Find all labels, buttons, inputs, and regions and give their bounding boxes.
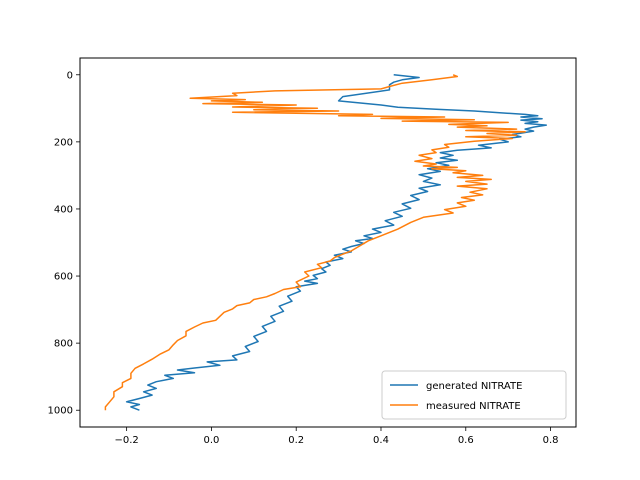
- legend-label: generated NITRATE: [426, 381, 522, 392]
- x-tick-label: 0.6: [458, 435, 474, 446]
- y-tick-label: 200: [54, 137, 73, 148]
- y-tick-label: 600: [54, 272, 73, 283]
- x-tick-label: −0.2: [114, 435, 138, 446]
- x-tick-label: 0.4: [373, 435, 389, 446]
- y-tick-label: 1000: [48, 406, 73, 417]
- legend: generated NITRATE measured NITRATE: [381, 370, 567, 420]
- y-tick-label: 800: [54, 339, 73, 350]
- y-tick-label: 400: [54, 204, 73, 215]
- legend-box: [381, 370, 567, 420]
- y-axis: 0 200 400 600 800 1000: [48, 70, 80, 417]
- plot-area: [80, 58, 576, 427]
- series-layer: [104, 74, 548, 411]
- x-tick-label: 0.0: [203, 435, 219, 446]
- x-tick-label: 0.8: [543, 435, 559, 446]
- legend-label: measured NITRATE: [426, 401, 521, 412]
- series-line-measured: [104, 74, 526, 411]
- plot-frame: [79, 57, 577, 428]
- series-line-generated: [125, 74, 548, 411]
- x-tick-label: 0.2: [288, 435, 304, 446]
- y-tick-label: 0: [67, 70, 73, 81]
- x-axis: −0.2 0.0 0.2 0.4 0.6 0.8: [114, 427, 559, 446]
